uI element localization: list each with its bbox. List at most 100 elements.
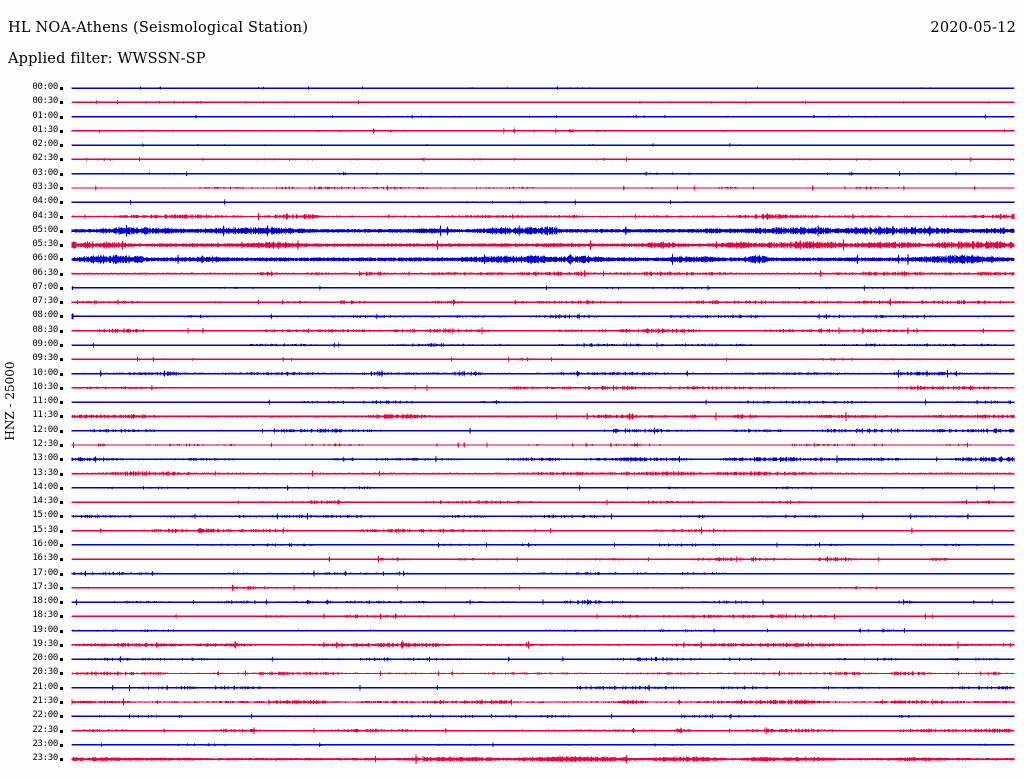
axis-tick	[60, 244, 63, 248]
time-label-0000: 00:00	[32, 82, 58, 92]
axis-tick	[60, 229, 63, 233]
axis-tick	[60, 701, 63, 705]
axis-tick	[60, 401, 63, 405]
time-label-1500: 15:00	[32, 510, 58, 521]
time-label-1300: 13:00	[32, 453, 58, 464]
time-label-1000: 10:00	[32, 367, 58, 378]
axis-tick	[60, 572, 63, 576]
time-label-0330: 03:30	[32, 181, 58, 192]
axis-tick	[60, 429, 63, 433]
time-label-1830: 18:30	[32, 610, 58, 621]
time-label-1530: 15:30	[32, 524, 58, 535]
axis-tick	[60, 115, 63, 119]
time-label-1800: 18:00	[32, 596, 58, 607]
axis-tick	[60, 386, 63, 390]
axis-tick	[60, 743, 63, 747]
time-label-1430: 14:30	[32, 496, 58, 507]
axis-tick	[60, 458, 63, 462]
axis-tick	[60, 529, 63, 533]
time-label-0800: 08:00	[32, 310, 58, 321]
axis-tick	[60, 715, 63, 719]
time-label-1930: 19:30	[32, 638, 58, 649]
time-label-0500: 05:00	[32, 224, 58, 235]
axis-tick	[60, 186, 63, 190]
time-label-0230: 02:30	[32, 153, 58, 164]
time-label-2200: 22:00	[32, 710, 58, 721]
axis-tick	[60, 158, 63, 162]
time-label-0100: 01:00	[32, 110, 58, 121]
axis-tick	[60, 101, 63, 105]
time-label-1200: 12:00	[32, 424, 58, 435]
time-label-2130: 21:30	[32, 696, 58, 707]
axis-tick	[60, 329, 63, 333]
axis-tick	[60, 758, 63, 762]
time-label-0130: 01:30	[32, 124, 58, 135]
axis-tick	[60, 344, 63, 348]
axis-tick	[60, 144, 63, 148]
time-label-1700: 17:00	[32, 567, 58, 578]
axis-tick	[60, 615, 63, 619]
page-title: HL NOA-Athens (Seismological Station)	[8, 20, 309, 36]
time-label-2300: 23:00	[32, 738, 58, 749]
axis-tick	[60, 729, 63, 733]
time-label-0300: 03:00	[32, 167, 58, 178]
axis-tick	[60, 372, 63, 376]
axis-tick	[60, 629, 63, 633]
axis-tick	[60, 444, 63, 447]
time-label-0600: 06:00	[32, 253, 58, 264]
axis-tick	[60, 358, 63, 362]
time-label-1900: 19:00	[32, 624, 58, 635]
time-label-0700: 07:00	[32, 281, 58, 292]
axis-tick	[60, 601, 63, 605]
record-date: 2020-05-12	[930, 20, 1016, 36]
time-label-0400: 04:00	[32, 196, 58, 207]
seismogram-plot: 00:00 00:30 01:00 01:30 02:00 02:30 03:00 03:30…	[0, 78, 1024, 772]
axis-tick	[60, 501, 63, 505]
time-axis: 00:00 00:30 01:00 01:30 02:00 02:30 03:00 03:30…	[0, 78, 58, 772]
axis-tick	[60, 87, 63, 90]
time-label-2100: 21:00	[32, 681, 58, 692]
time-label-1730: 17:30	[32, 581, 58, 592]
time-label-2000: 20:00	[32, 653, 58, 664]
time-label-0530: 05:30	[32, 239, 58, 250]
time-label-2330: 23:30	[32, 753, 58, 764]
time-label-1230: 12:30	[32, 439, 58, 449]
time-label-1400: 14:00	[32, 481, 58, 492]
time-label-1630: 16:30	[32, 553, 58, 564]
time-label-0830: 08:30	[32, 324, 58, 335]
time-label-2230: 22:30	[32, 724, 58, 735]
time-label-0030: 00:30	[32, 96, 58, 107]
axis-tick	[60, 472, 63, 476]
axis-tick	[60, 272, 63, 276]
time-label-0200: 02:00	[32, 139, 58, 150]
axis-tick	[60, 415, 63, 419]
axis-tick	[60, 129, 63, 133]
axis-tick	[60, 643, 63, 647]
axis-tick	[60, 172, 63, 176]
time-label-0930: 09:30	[32, 353, 58, 364]
header-bar: HL NOA-Athens (Seismological Station) 20…	[0, 0, 1024, 78]
axis-tick	[60, 686, 63, 690]
axis-tick	[60, 515, 63, 519]
axis-tick	[60, 486, 63, 490]
axis-tick	[60, 286, 63, 290]
time-label-1130: 11:30	[32, 410, 58, 421]
time-label-1600: 16:00	[32, 538, 58, 549]
axis-tick	[60, 301, 63, 305]
time-label-2030: 20:30	[32, 667, 58, 678]
axis-tick	[60, 215, 63, 219]
time-label-0730: 07:30	[32, 296, 58, 307]
axis-tick	[60, 315, 63, 319]
time-label-1030: 10:30	[32, 381, 58, 392]
axis-tick	[60, 558, 63, 562]
time-label-1100: 11:00	[32, 396, 58, 407]
axis-tick	[60, 543, 63, 547]
axis-tick	[60, 258, 63, 262]
trace-canvas	[71, 85, 1015, 765]
time-label-1330: 13:30	[32, 467, 58, 478]
applied-filter-label: Applied filter: WWSSN-SP	[8, 51, 206, 67]
axis-tick	[60, 672, 63, 676]
axis-tick	[60, 586, 63, 590]
time-label-0430: 04:30	[32, 210, 58, 221]
time-label-0630: 06:30	[32, 267, 58, 278]
